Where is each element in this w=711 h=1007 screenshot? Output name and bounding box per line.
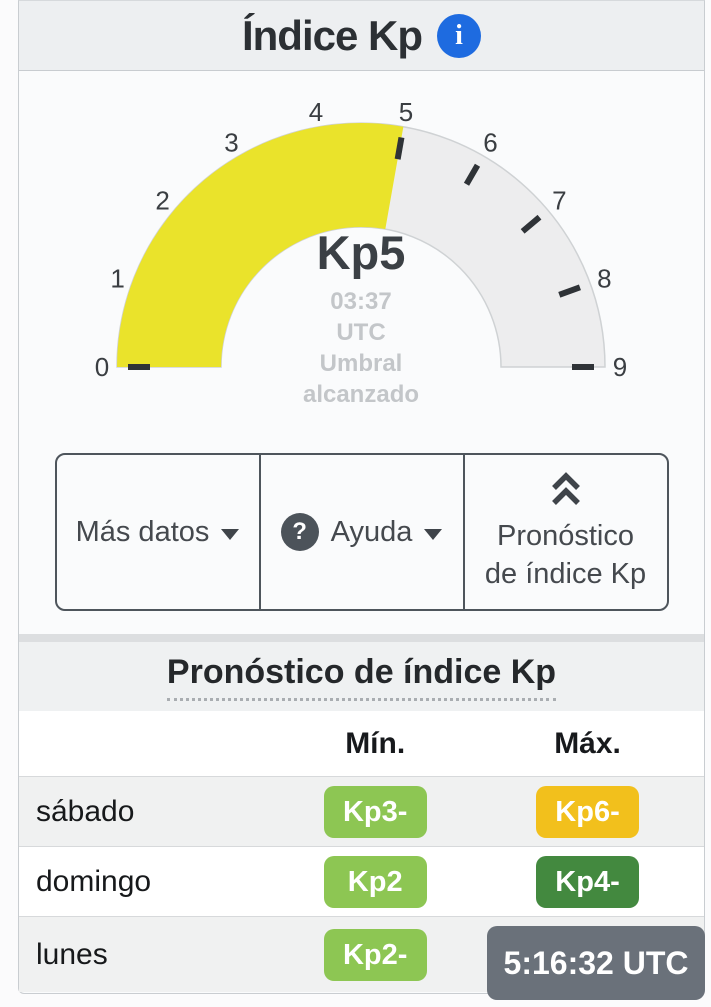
svg-text:7: 7 <box>552 186 566 216</box>
table-row: sábado Kp3- Kp6- <box>19 776 704 846</box>
double-chevron-up-icon <box>551 472 580 505</box>
forecast-title: Pronóstico de índice Kp <box>166 653 557 701</box>
utc-clock-overlay: 5:16:32 UTC <box>487 926 705 1000</box>
question-mark-icon: ? <box>280 513 319 551</box>
svg-text:Kp5: Kp5 <box>317 226 406 279</box>
forecast-section-header: Pronóstico de índice Kp <box>19 642 704 711</box>
column-header-max: Máx. <box>554 726 621 760</box>
help-label: Ayuda <box>330 515 413 548</box>
svg-text:2: 2 <box>155 186 169 216</box>
svg-text:9: 9 <box>613 352 627 382</box>
chevron-down-icon <box>424 528 443 540</box>
kp-gauge: 0 1 2 3 4 5 6 7 8 9 Kp5 03:37 UTC Umbral alcanzado <box>95 97 627 408</box>
table-header-row: Mín. Máx. <box>19 711 704 776</box>
svg-text:0: 0 <box>95 352 109 382</box>
svg-text:03:37: 03:37 <box>330 288 391 315</box>
more-data-label: Más datos <box>75 515 210 548</box>
info-icon[interactable]: i <box>437 13 482 58</box>
table-row: domingo Kp2 Kp4- <box>19 846 704 916</box>
chevron-down-icon <box>221 528 240 540</box>
section-divider <box>19 634 704 642</box>
more-data-button[interactable]: Más datos <box>57 455 259 609</box>
svg-text:UTC: UTC <box>336 319 385 346</box>
svg-text:4: 4 <box>309 97 323 127</box>
gauge-toolbar: Más datos ? Ayuda Pronóstico de ín <box>54 453 669 611</box>
utc-clock-time: 5:16:32 UTC <box>503 944 689 981</box>
column-header-min: Mín. <box>345 726 406 760</box>
kp-min-badge: Kp3- <box>323 785 427 838</box>
kp-max-badge: Kp4- <box>536 855 640 908</box>
gauge-panel: 0 1 2 3 4 5 6 7 8 9 Kp5 03:37 UTC Umbral alcanzado Más… <box>19 71 704 634</box>
day-label: domingo <box>36 864 152 898</box>
app-header: Índice Kp i <box>19 1 704 71</box>
svg-text:1: 1 <box>110 263 124 293</box>
forecast-button[interactable]: Pronóstico de índice Kp <box>462 455 667 609</box>
svg-text:8: 8 <box>597 263 611 293</box>
kp-min-badge: Kp2- <box>323 928 427 981</box>
svg-text:6: 6 <box>483 128 497 158</box>
forecast-button-label: Pronóstico de índice Kp <box>484 520 647 590</box>
day-label: sábado <box>36 794 135 828</box>
help-button[interactable]: ? Ayuda <box>258 455 463 609</box>
kp-index-card: Índice Kp i 0 1 2 3 4 5 6 7 8 9 Kp5 03:37 UTC Umbral a… <box>18 0 705 994</box>
svg-text:5: 5 <box>399 97 413 127</box>
svg-text:alcanzado: alcanzado <box>303 381 419 408</box>
day-label: lunes <box>36 937 108 971</box>
svg-text:3: 3 <box>224 128 238 158</box>
svg-text:Umbral: Umbral <box>320 350 403 377</box>
kp-min-badge: Kp2 <box>323 855 427 908</box>
kp-max-badge: Kp6- <box>536 785 640 838</box>
page-title: Índice Kp <box>241 11 423 59</box>
